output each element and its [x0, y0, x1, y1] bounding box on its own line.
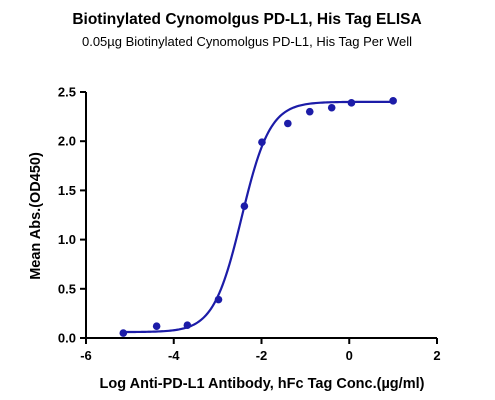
data-point [284, 119, 292, 128]
data-point [240, 202, 249, 210]
y-tick-label: 2.5 [58, 85, 76, 100]
fit-curve [123, 100, 394, 334]
y-axis-label: Mean Abs.(OD450) [28, 152, 44, 280]
data-point [152, 322, 161, 330]
data-point [119, 329, 128, 337]
data-point [258, 138, 266, 146]
chart-title: Biotinylated Cynomolgus PD-L1, His Tag E… [72, 11, 421, 28]
y-tick-label: 0.5 [58, 281, 76, 296]
data-points [119, 97, 397, 337]
x-tick-label: 2 [433, 348, 440, 363]
x-tick-label: -2 [256, 348, 268, 363]
data-point [183, 321, 192, 330]
chart-subtitle: 0.05µg Biotinylated Cynomolgus PD-L1, Hi… [82, 34, 412, 49]
data-point [389, 97, 397, 105]
data-point [347, 99, 356, 107]
x-ticks: -6 -4 -2 0 2 [80, 338, 441, 363]
y-tick-label: 1.0 [58, 232, 76, 247]
data-point [214, 295, 223, 304]
x-tick-label: -4 [168, 348, 180, 363]
data-point [327, 103, 336, 112]
y-tick-label: 1.5 [58, 183, 76, 198]
y-tick-label: 2.0 [58, 134, 76, 149]
x-tick-label: 0 [346, 348, 353, 363]
x-tick-label: -6 [80, 348, 92, 363]
y-ticks: 0.0 0.5 1.0 1.5 2.0 2.5 [58, 85, 86, 346]
y-tick-label: 0.0 [58, 331, 76, 346]
x-axis-label: Log Anti-PD-L1 Antibody, hFc Tag Conc.(µ… [100, 376, 425, 392]
axes [85, 92, 437, 339]
data-point [305, 107, 314, 116]
